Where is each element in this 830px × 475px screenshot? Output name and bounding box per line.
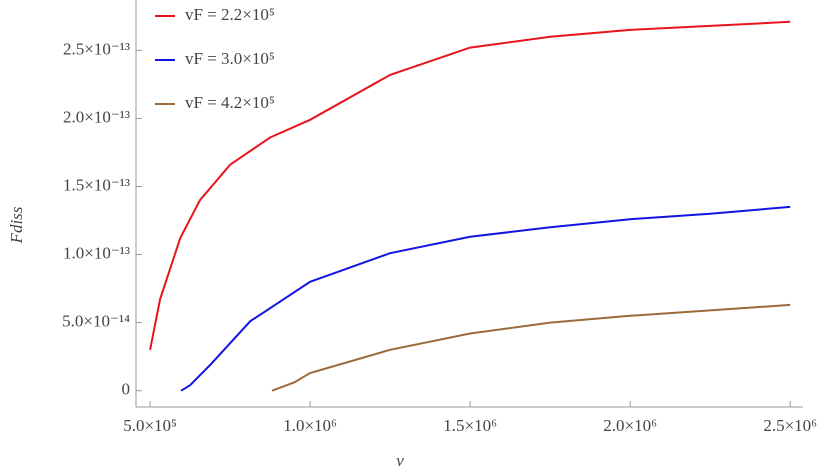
x-tick-label: 2.5×10⁶ xyxy=(763,416,817,435)
legend-label: vF = 4.2×10⁵ xyxy=(185,93,275,112)
y-tick-label: 2.0×10⁻¹³ xyxy=(63,107,130,126)
x-tick-label: 1.5×10⁶ xyxy=(443,416,497,435)
y-tick-label: 2.5×10⁻¹³ xyxy=(63,39,130,58)
x-axis-label: ν xyxy=(396,451,404,470)
y-axis-label: Fdiss xyxy=(7,206,26,244)
y-tick-label: 1.0×10⁻¹³ xyxy=(63,243,130,262)
x-tick-label: 5.0×10⁵ xyxy=(123,416,177,435)
legend-label: vF = 2.2×10⁵ xyxy=(185,5,275,24)
x-tick-label: 1.0×10⁶ xyxy=(283,416,337,435)
legend-label: vF = 3.0×10⁵ xyxy=(185,49,275,68)
line xyxy=(180,205,791,392)
y-tick-label: 1.5×10⁻¹³ xyxy=(63,175,130,194)
x-tick-label: 2.0×10⁶ xyxy=(603,416,657,435)
line xyxy=(271,303,791,392)
line xyxy=(149,20,791,350)
y-tick-label: 0 xyxy=(122,380,131,399)
y-tick-label: 5.0×10⁻¹⁴ xyxy=(62,312,130,331)
